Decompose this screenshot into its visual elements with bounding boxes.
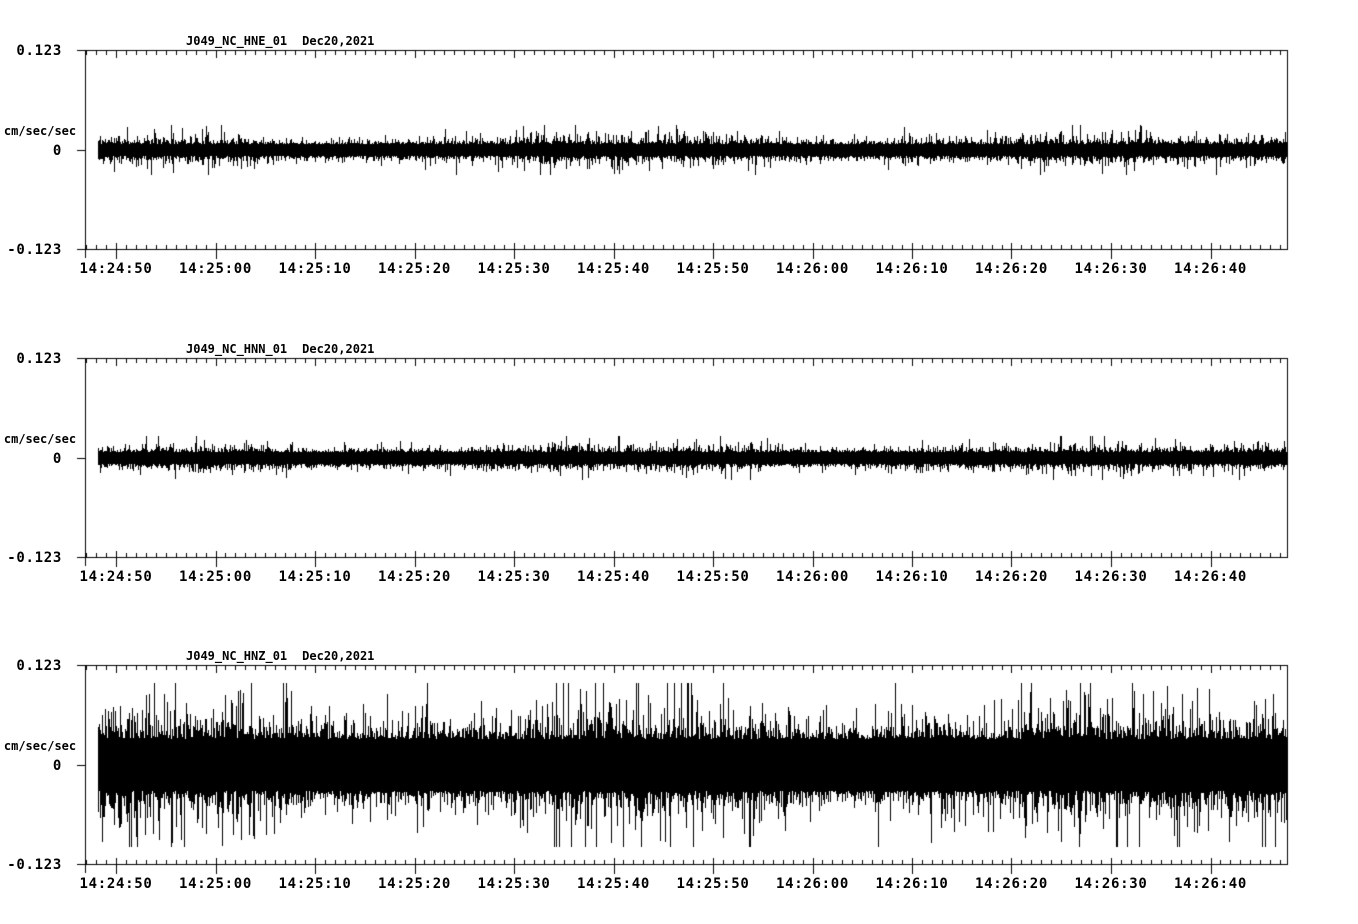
trace-title-date: Dec20,2021 — [302, 342, 375, 356]
amplitude-min-label: -0.123 — [7, 242, 62, 258]
time-tick-label: 14:25:00 — [178, 876, 253, 892]
time-tick-label: 14:25:30 — [477, 876, 551, 892]
amplitude-units-label: cm/sec/sec — [3, 739, 77, 753]
time-tick-label: 14:25:30 — [477, 569, 551, 585]
amplitude-max-label: 0.123 — [16, 43, 62, 59]
amplitude-zero-label: 0 — [52, 758, 62, 774]
time-tick-label: 14:25:30 — [477, 261, 551, 277]
amplitude-units-label: cm/sec/sec — [3, 432, 77, 446]
time-tick-label: 14:25:50 — [676, 569, 750, 585]
time-tick-label: 14:26:40 — [1173, 261, 1248, 277]
time-tick-label: 14:25:10 — [278, 876, 352, 892]
time-tick-label: 14:25:00 — [178, 261, 253, 277]
seismogram-panel-hne: J049_NC_HNE_01 Dec20,2021 0.123 cm/sec/se… — [0, 32, 1358, 294]
amplitude-max-label: 0.123 — [16, 351, 62, 367]
trace-title: J049_NC_HNE_01 Dec20,2021 — [186, 34, 374, 48]
time-tick-label: 14:26:10 — [875, 876, 949, 892]
trace-title: J049_NC_HNN_01 Dec20,2021 — [186, 342, 374, 356]
amplitude-units-label: cm/sec/sec — [3, 124, 77, 138]
time-axis-labels: 14:24:50 14:25:00 14:25:10 14:25:20 14:25:30… — [0, 876, 1358, 892]
time-tick-label: 14:24:50 — [79, 569, 153, 585]
time-tick-label: 14:25:50 — [676, 261, 750, 277]
time-tick-label: 14:26:20 — [974, 261, 1049, 277]
time-tick-label: 14:25:40 — [576, 261, 651, 277]
time-tick-label: 14:26:00 — [775, 261, 850, 277]
time-tick-label: 14:25:20 — [377, 569, 452, 585]
time-tick-label: 14:26:30 — [1074, 261, 1148, 277]
amplitude-min-label: -0.123 — [7, 857, 62, 873]
waveform-canvas-hnn — [0, 340, 1358, 580]
time-tick-label: 14:25:20 — [377, 261, 452, 277]
time-tick-label: 14:26:10 — [875, 569, 949, 585]
time-tick-label: 14:26:40 — [1173, 569, 1248, 585]
time-tick-label: 14:26:30 — [1074, 876, 1148, 892]
time-tick-label: 14:26:40 — [1173, 876, 1248, 892]
time-axis-labels: 14:24:50 14:25:00 14:25:10 14:25:20 14:25:30… — [0, 569, 1358, 585]
time-tick-label: 14:26:00 — [775, 876, 850, 892]
time-tick-label: 14:26:10 — [875, 261, 949, 277]
time-tick-label: 14:26:30 — [1074, 569, 1148, 585]
seismogram-panel-hnn: J049_NC_HNN_01 Dec20,2021 0.123 cm/sec/se… — [0, 340, 1358, 602]
trace-title-date: Dec20,2021 — [302, 649, 375, 663]
trace-title-date: Dec20,2021 — [302, 34, 375, 48]
trace-title-station: J049_NC_HNN_01 — [186, 342, 288, 356]
time-tick-label: 14:25:40 — [576, 876, 651, 892]
time-tick-label: 14:25:10 — [278, 569, 352, 585]
time-tick-label: 14:25:20 — [377, 876, 452, 892]
time-tick-label: 14:26:00 — [775, 569, 850, 585]
waveform-canvas-hnz — [0, 647, 1358, 887]
trace-title: J049_NC_HNZ_01 Dec20,2021 — [186, 649, 374, 663]
time-tick-label: 14:25:50 — [676, 876, 750, 892]
time-tick-label: 14:25:40 — [576, 569, 651, 585]
time-tick-label: 14:25:00 — [178, 569, 253, 585]
time-tick-label: 14:24:50 — [79, 261, 153, 277]
amplitude-max-label: 0.123 — [16, 658, 62, 674]
time-tick-label: 14:26:20 — [974, 569, 1049, 585]
waveform-canvas-hne — [0, 32, 1358, 272]
seismogram-panel-hnz: J049_NC_HNZ_01 Dec20,2021 0.123 cm/sec/se… — [0, 647, 1358, 909]
time-tick-label: 14:26:20 — [974, 876, 1049, 892]
amplitude-zero-label: 0 — [52, 143, 62, 159]
trace-title-station: J049_NC_HNZ_01 — [186, 649, 288, 663]
time-tick-label: 14:25:10 — [278, 261, 352, 277]
amplitude-min-label: -0.123 — [7, 550, 62, 566]
amplitude-zero-label: 0 — [52, 451, 62, 467]
time-axis-labels: 14:24:50 14:25:00 14:25:10 14:25:20 14:25:30… — [0, 261, 1358, 277]
trace-title-station: J049_NC_HNE_01 — [186, 34, 288, 48]
time-tick-label: 14:24:50 — [79, 876, 153, 892]
